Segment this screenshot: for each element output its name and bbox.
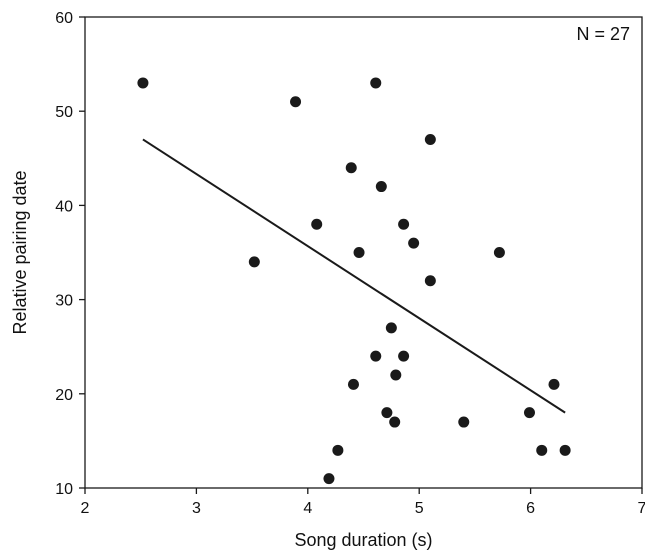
data-point [290,96,302,108]
x-tick-label: 7 [638,500,645,517]
data-point [424,275,436,287]
plot-area [84,16,643,489]
data-point [347,378,359,390]
data-point [332,444,344,456]
x-axis-title: Song duration (s) [294,530,432,550]
data-point [398,350,410,362]
data-point [559,444,571,456]
regression-line [142,138,566,414]
data-point [548,378,560,390]
data-point [536,444,548,456]
data-point [408,237,420,249]
data-point [424,133,436,145]
x-tick-label: 2 [81,500,90,517]
y-axis-title: Relative pairing date [10,170,30,334]
y-tick-label: 60 [55,10,73,27]
data-points [137,77,571,485]
data-point [381,407,393,419]
data-point [458,416,470,428]
data-point [398,218,410,230]
data-point [323,473,335,485]
data-point [493,247,505,258]
data-point [345,162,357,174]
data-point [248,256,260,268]
data-point [370,350,382,362]
y-tick-label: 10 [55,481,73,498]
data-point [385,322,397,334]
regression-line-group [142,138,566,414]
data-point [370,77,382,89]
y-tick-label: 20 [55,387,73,404]
data-point [389,416,401,428]
y-tick-label: 40 [55,198,73,215]
x-tick-label: 5 [415,500,424,517]
x-tick-label: 6 [526,500,535,517]
x-tick-label: 3 [192,500,201,517]
x-tick-label: 4 [303,500,312,517]
y-tick-label: 30 [55,293,73,310]
sample-size-annotation: N = 27 [576,24,630,44]
axis-ticks: 2 3 4 5 6 7 10 20 30 40 50 60 [55,10,645,517]
data-point [311,218,323,230]
data-point [523,407,535,419]
data-point [137,77,149,89]
data-point [375,181,387,193]
data-point [390,369,402,381]
y-tick-label: 50 [55,104,73,121]
data-point [353,247,365,258]
